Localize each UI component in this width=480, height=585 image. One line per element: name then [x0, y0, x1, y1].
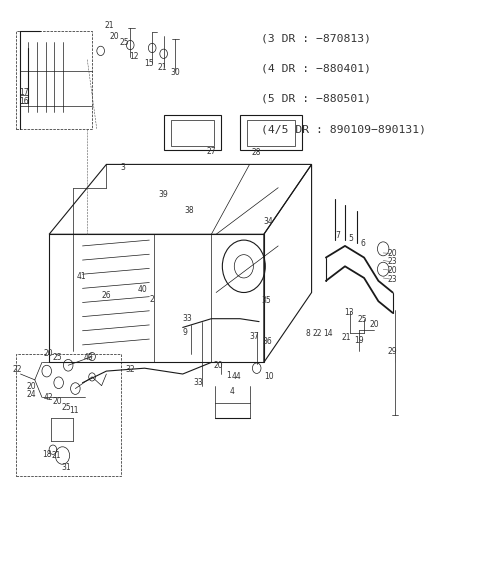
Text: 27: 27: [206, 147, 216, 156]
Text: 25: 25: [120, 37, 129, 47]
Text: 29: 29: [388, 347, 397, 356]
Text: 24: 24: [26, 390, 36, 399]
Text: (4/5 DR : 890109−890131): (4/5 DR : 890109−890131): [262, 124, 426, 134]
Text: 5: 5: [349, 235, 354, 243]
Text: 10: 10: [264, 373, 274, 381]
Text: 9: 9: [183, 328, 188, 336]
Text: 44: 44: [231, 373, 241, 381]
Text: 25: 25: [358, 315, 368, 324]
Text: 18: 18: [42, 450, 51, 459]
Text: 19: 19: [354, 336, 364, 345]
Text: 7: 7: [336, 231, 340, 240]
Text: 42: 42: [43, 393, 53, 402]
Text: 21: 21: [104, 21, 113, 30]
Text: 34: 34: [264, 217, 274, 226]
Text: 30: 30: [170, 68, 180, 77]
Text: 39: 39: [159, 190, 168, 199]
Text: 25: 25: [53, 353, 62, 362]
Text: 25: 25: [61, 403, 71, 412]
Text: 12: 12: [129, 52, 139, 61]
Text: 22: 22: [312, 329, 322, 338]
Text: 14: 14: [323, 329, 333, 338]
Text: 20: 20: [370, 320, 379, 329]
Text: 22: 22: [12, 365, 22, 374]
Text: 11: 11: [70, 405, 79, 415]
Text: 36: 36: [263, 338, 272, 346]
Text: 38: 38: [184, 207, 194, 215]
Text: 43: 43: [84, 353, 94, 362]
Text: 40: 40: [137, 285, 147, 294]
Text: 23: 23: [388, 257, 397, 266]
Text: 20: 20: [388, 249, 397, 258]
Text: 4: 4: [230, 387, 235, 396]
Text: 15: 15: [144, 59, 154, 68]
Text: 20: 20: [109, 32, 119, 41]
Text: 1: 1: [227, 371, 231, 380]
Text: 16: 16: [20, 97, 29, 106]
Text: (3 DR : −870813): (3 DR : −870813): [262, 33, 372, 43]
Text: 23: 23: [388, 274, 397, 284]
Text: 20: 20: [26, 383, 36, 391]
Text: 3: 3: [120, 163, 125, 172]
Text: 8: 8: [306, 329, 311, 338]
Text: 32: 32: [125, 365, 135, 374]
Text: 21: 21: [341, 333, 351, 342]
Text: 6: 6: [360, 239, 365, 247]
Text: 20: 20: [388, 266, 397, 275]
Text: 35: 35: [262, 295, 272, 305]
Text: 28: 28: [252, 148, 262, 157]
Text: (5 DR : −880501): (5 DR : −880501): [262, 94, 372, 104]
Text: 20: 20: [53, 397, 62, 407]
Text: 2: 2: [149, 295, 154, 304]
Text: 13: 13: [344, 308, 354, 318]
Text: 17: 17: [20, 88, 29, 97]
Text: 26: 26: [102, 291, 111, 300]
Text: 41: 41: [77, 272, 86, 281]
Text: 31: 31: [61, 463, 71, 472]
Text: 33: 33: [182, 314, 192, 323]
Text: 21: 21: [51, 451, 61, 460]
Text: 20: 20: [214, 361, 223, 370]
Text: 37: 37: [250, 332, 259, 340]
Text: 20: 20: [43, 349, 53, 358]
Text: 33: 33: [193, 378, 204, 387]
Text: 21: 21: [158, 63, 168, 73]
Text: (4 DR : −880401): (4 DR : −880401): [262, 64, 372, 74]
